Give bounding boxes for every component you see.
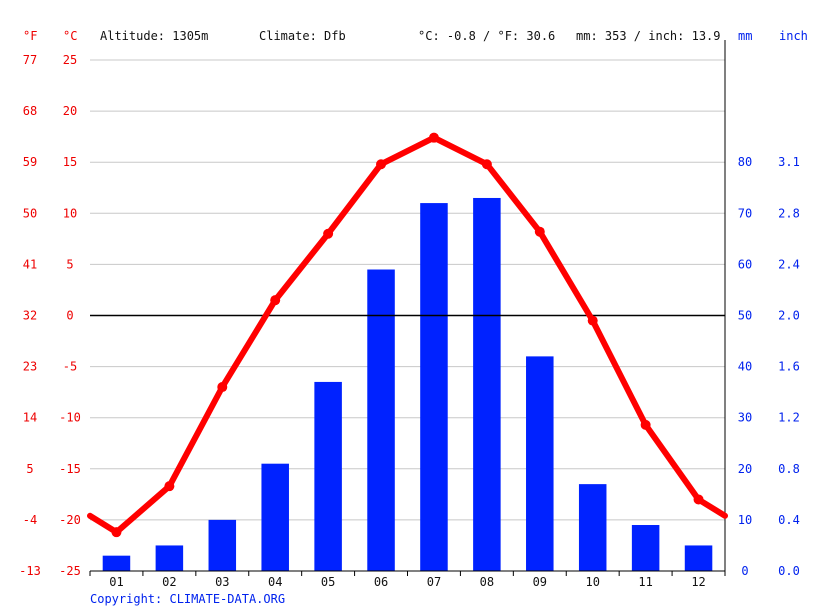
- month-label: 12: [691, 575, 705, 589]
- precipitation-bar: [420, 203, 448, 571]
- altitude-label: Altitude: 1305m: [100, 29, 208, 43]
- celsius-tick-label: 0: [66, 309, 73, 323]
- mm-tick-label: 40: [738, 360, 752, 374]
- mm-tick-label: 0: [741, 564, 748, 578]
- month-label: 02: [162, 575, 176, 589]
- celsius-tick-label: -10: [59, 411, 81, 425]
- temperature-point: [376, 159, 387, 170]
- inch-tick-label: 2.8: [778, 206, 800, 220]
- precipitation-bar: [261, 463, 289, 571]
- celsius-tick-label: -20: [59, 513, 81, 527]
- celsius-tick-label: 25: [63, 53, 77, 67]
- mm-tick-label: 30: [738, 411, 752, 425]
- celsius-axis: 25 20 15 10 5 0 -5 -10 -15 -20 -25: [59, 53, 81, 578]
- mm-tick-label: 50: [738, 309, 752, 323]
- precipitation-bar: [526, 356, 554, 571]
- temperature-point: [164, 481, 175, 492]
- celsius-tick-label: -25: [59, 564, 81, 578]
- inch-axis: 0.0 0.4 0.8 1.2 1.6 2.0 2.4 2.8 3.1: [778, 155, 800, 578]
- precipitation-bar: [314, 381, 342, 571]
- fahrenheit-tick-label: 77: [23, 53, 37, 67]
- mm-tick-label: 20: [738, 462, 752, 476]
- temperature-point: [270, 295, 281, 306]
- precipitation-bars: [102, 197, 713, 571]
- month-label: 03: [215, 575, 229, 589]
- mm-unit-label: mm: [738, 29, 752, 43]
- x-tick-marks: [89, 571, 726, 576]
- fahrenheit-tick-label: -13: [19, 564, 41, 578]
- mm-tick-label: 60: [738, 257, 752, 271]
- month-label: 07: [427, 575, 441, 589]
- precipitation-bar: [631, 525, 660, 571]
- inch-tick-label: 1.6: [778, 360, 800, 374]
- precipitation-bar: [473, 197, 501, 571]
- month-label: 10: [585, 575, 599, 589]
- inch-tick-label: 3.1: [778, 155, 800, 169]
- temperature-line: [87, 134, 728, 536]
- month-axis: 01 02 03 04 05 06 07 08 09 10 11 12: [109, 575, 706, 589]
- climate-label: Climate: Dfb: [259, 29, 346, 43]
- temperature-point: [587, 315, 598, 326]
- inch-tick-label: 2.0: [778, 309, 800, 323]
- inch-unit-label: inch: [779, 29, 808, 43]
- inch-tick-label: 0.8: [778, 462, 800, 476]
- celsius-tick-label: 15: [63, 155, 77, 169]
- copyright-label: Copyright: CLIMATE-DATA.ORG: [90, 592, 285, 606]
- mm-tick-label: 80: [738, 155, 752, 169]
- header: °F °C Altitude: 1305m Climate: Dfb °C: -…: [23, 29, 808, 43]
- celsius-tick-label: -5: [63, 360, 77, 374]
- precipitation-bar: [155, 545, 184, 571]
- month-label: 08: [480, 575, 494, 589]
- month-label: 06: [374, 575, 388, 589]
- temperature-line-group: [87, 132, 728, 538]
- fahrenheit-tick-label: 59: [23, 155, 37, 169]
- month-label: 04: [268, 575, 282, 589]
- month-label: 11: [638, 575, 652, 589]
- fahrenheit-tick-label: 50: [23, 206, 37, 220]
- inch-tick-label: 0.0: [778, 564, 800, 578]
- inch-tick-label: 1.2: [778, 411, 800, 425]
- precipitation-bar: [208, 519, 237, 571]
- fahrenheit-axis: 77 68 59 50 41 32 23 14 5 -4 -13: [19, 53, 41, 578]
- precipitation-bar: [102, 555, 131, 571]
- temperature-point: [428, 132, 439, 143]
- temperature-point: [323, 228, 334, 239]
- grid-lines: [90, 59, 725, 521]
- precipitation-summary: mm: 353 / inch: 13.9: [576, 29, 721, 43]
- celsius-tick-label: -15: [59, 462, 81, 476]
- temperature-point: [217, 382, 228, 393]
- fahrenheit-tick-label: -4: [23, 513, 37, 527]
- fahrenheit-unit-label: °F: [23, 29, 37, 43]
- inch-tick-label: 2.4: [778, 257, 800, 271]
- month-label: 05: [321, 575, 335, 589]
- temperature-point: [534, 226, 545, 237]
- precipitation-bar: [684, 545, 713, 571]
- celsius-tick-label: 5: [66, 257, 73, 271]
- inch-tick-label: 0.4: [778, 513, 800, 527]
- fahrenheit-tick-label: 68: [23, 104, 37, 118]
- temperature-point: [111, 527, 122, 538]
- mm-axis: 0 10 20 30 40 50 60 70 80: [738, 155, 752, 578]
- fahrenheit-tick-label: 14: [23, 411, 37, 425]
- precipitation-bar: [367, 269, 395, 571]
- temperature-summary: °C: -0.8 / °F: 30.6: [418, 29, 555, 43]
- temperature-point: [693, 494, 704, 505]
- celsius-tick-label: 10: [63, 206, 77, 220]
- celsius-tick-label: 20: [63, 104, 77, 118]
- month-label: 01: [109, 575, 123, 589]
- month-label: 09: [533, 575, 547, 589]
- temperature-point: [481, 159, 492, 170]
- precipitation-bar: [578, 484, 607, 571]
- fahrenheit-tick-label: 5: [26, 462, 33, 476]
- mm-tick-label: 10: [738, 513, 752, 527]
- temperature-point: [640, 419, 651, 430]
- fahrenheit-tick-label: 32: [23, 309, 37, 323]
- mm-tick-label: 70: [738, 206, 752, 220]
- fahrenheit-tick-label: 41: [23, 257, 37, 271]
- fahrenheit-tick-label: 23: [23, 360, 37, 374]
- celsius-unit-label: °C: [63, 29, 77, 43]
